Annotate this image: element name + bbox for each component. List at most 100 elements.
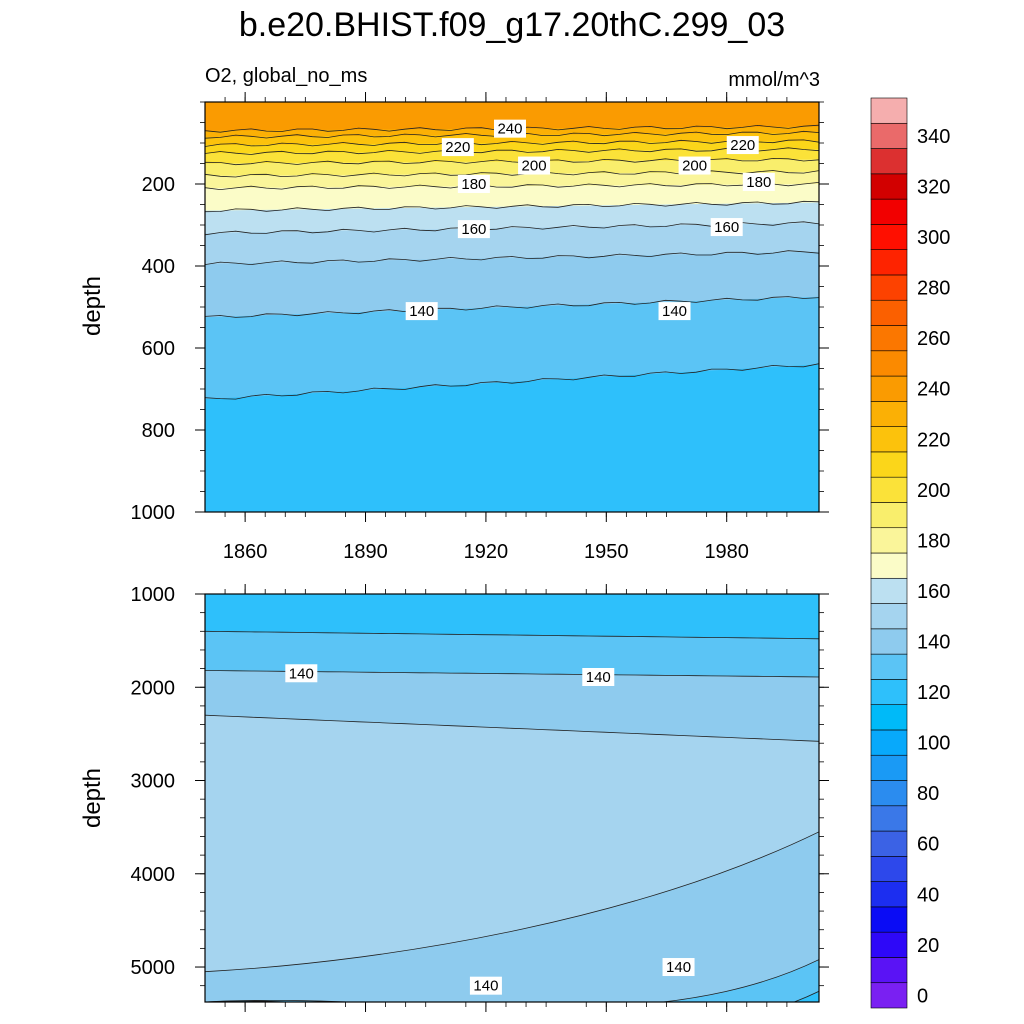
y-tick-label: 5000 [131,957,176,979]
contour-line-170 [205,200,819,213]
contour-label: 220 [726,136,759,155]
lower-y-axis-label: depth [79,768,106,828]
colorbar-label: 160 [917,581,950,603]
contour-label: 140 [662,958,695,977]
band-shallow-130 [205,594,819,639]
contour-label: 240 [493,119,526,138]
contour-label-text: 140 [409,303,434,320]
colorbar-label: 320 [917,176,950,198]
chart-subtitle-units: mmol/m^3 [728,69,820,91]
colorbar-box [870,957,908,984]
contour-line-130 [205,363,819,400]
contour-label-text: 220 [445,139,470,156]
x-tick-label: 1860 [223,541,268,563]
contour-label: 200 [678,156,711,175]
contour-label-bg [742,172,775,191]
colorbar-box [870,249,908,276]
colorbar-box [870,375,908,402]
colorbar-box [870,527,908,554]
x-tick-label: 1920 [464,541,509,563]
colorbar-box [870,224,908,250]
colorbar-label: 140 [917,631,950,653]
contour-line-130 [205,630,819,640]
colorbar-box [870,426,908,453]
contour-label: 180 [742,172,775,191]
colorbar-box [870,274,908,301]
contour-label: 140 [582,667,615,686]
contour-line-150 [205,831,819,973]
contour-label: 140 [658,302,691,321]
contour-label-bg [405,302,438,321]
colorbar-label: 300 [917,227,950,249]
lower-plot-frame [204,593,820,1003]
contour-line-140 [205,959,819,1002]
colorbar-box [870,906,908,933]
contour-label-text: 140 [586,669,611,686]
colorbar-label: 0 [917,985,928,1007]
contour-label-bg [441,138,474,157]
colorbar-label: 280 [917,278,950,300]
colorbar-label: 200 [917,480,950,502]
colorbar-box [870,148,908,175]
contour-line-150 [205,250,819,266]
contour-label-bg [662,958,695,977]
band-deep-140 [205,959,819,1002]
contour-line-180 [205,182,819,191]
contour-line-150 [205,714,819,742]
contour-label: 140 [469,976,502,995]
colorbar-label: 120 [917,682,950,704]
x-tick-label: 1890 [343,541,388,563]
colorbar-box [870,931,908,958]
colorbar-box [870,856,908,882]
colorbar-label: 180 [917,530,950,552]
contour-label: 200 [518,156,551,175]
y-tick-label: 4000 [131,864,176,886]
upper-y-axis-label: depth [79,276,106,336]
colorbar-label: 100 [917,733,950,755]
colorbar-box [870,173,908,200]
colorbar-box [870,451,908,478]
y-tick-label: 1000 [131,584,176,606]
contour-line-210 [205,147,819,155]
colorbar-box [870,502,908,529]
colorbar-box [870,552,908,579]
colorbar-label: 80 [917,783,939,805]
colorbar-box [870,325,908,352]
band-below-130 [205,364,819,512]
colorbar-label: 240 [917,379,950,401]
colorbar-box [870,704,908,731]
contour-label: 160 [457,220,490,239]
colorbar-box [870,830,908,857]
colorbar-box [870,401,908,427]
colorbar-box [870,805,908,832]
y-tick-label: 800 [142,420,175,442]
y-tick-label: 400 [142,256,175,278]
contour-label-text: 240 [497,121,522,138]
contour-label-text: 200 [522,158,547,175]
contour-label-text: 220 [730,137,755,154]
contour-label: 140 [285,664,318,683]
contour-label: 180 [457,175,490,193]
colorbar-label: 60 [917,834,939,856]
colorbar-box [870,679,908,705]
contour-label-text: 140 [289,665,314,682]
contour-line-140 [205,296,819,318]
y-tick-label: 1000 [131,502,176,524]
colorbar-box [870,780,908,807]
colorbar-box [870,628,908,655]
colorbar-box [870,299,908,326]
colorbar-box [870,122,908,149]
colorbar-box [870,476,908,503]
y-tick-label: 200 [142,174,175,196]
lower-filled-bands [205,594,819,1002]
contour-label-text: 140 [666,959,691,976]
colorbar-label: 220 [917,429,950,451]
colorbar-label: 40 [917,884,939,906]
colorbar-box [870,577,908,604]
contour-label-bg [678,156,711,175]
contour-label-text: 180 [461,176,486,193]
contour-label-text: 140 [473,978,498,995]
contour-line-220 [205,139,819,147]
contour-label-bg [493,119,526,138]
